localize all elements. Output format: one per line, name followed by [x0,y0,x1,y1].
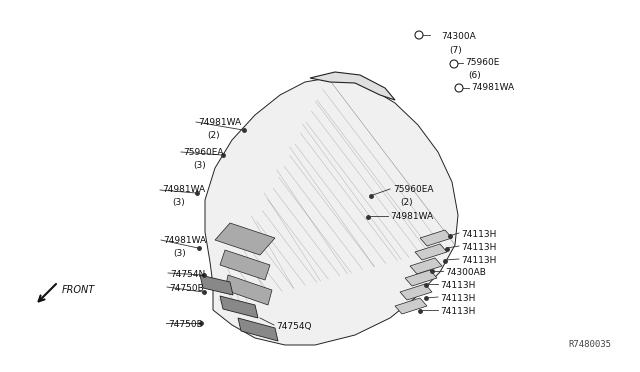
Text: R7480035: R7480035 [568,340,611,349]
Text: 74113H: 74113H [440,294,476,303]
Text: (2): (2) [400,198,413,207]
Text: (3): (3) [172,198,185,207]
Text: (2): (2) [207,131,220,140]
Polygon shape [238,318,278,341]
Text: 74300AB: 74300AB [445,268,486,277]
Polygon shape [215,223,275,255]
Polygon shape [220,250,270,280]
Text: 74754Q: 74754Q [276,322,312,331]
Polygon shape [400,284,432,300]
Text: 74750B: 74750B [168,320,203,329]
Polygon shape [395,298,427,314]
Circle shape [450,60,458,68]
Text: 74113H: 74113H [440,307,476,316]
Text: 74113H: 74113H [461,243,497,252]
Text: 74754N: 74754N [170,270,205,279]
Text: 75960EA: 75960EA [183,148,223,157]
Polygon shape [205,78,458,345]
Text: (3): (3) [173,249,186,258]
Text: 74981WA: 74981WA [471,83,514,92]
Polygon shape [405,270,437,286]
Polygon shape [410,258,442,274]
Polygon shape [415,244,447,260]
Polygon shape [420,230,452,246]
Text: 75960E: 75960E [465,58,499,67]
Text: FRONT: FRONT [62,285,95,295]
Text: (7): (7) [449,46,461,55]
Polygon shape [310,72,395,100]
Text: 74113H: 74113H [461,256,497,265]
Text: 75960EA: 75960EA [393,185,433,194]
Text: 74113H: 74113H [461,230,497,239]
Text: (6): (6) [468,71,481,80]
Polygon shape [220,296,258,318]
Text: 74300A: 74300A [441,32,476,41]
Text: 74750B: 74750B [169,284,204,293]
Text: (3): (3) [193,161,205,170]
Text: 74113H: 74113H [440,281,476,290]
Circle shape [415,31,423,39]
Text: 74981WA: 74981WA [162,185,205,194]
Circle shape [455,84,463,92]
Text: 74981WA: 74981WA [390,212,433,221]
Text: 74981WA: 74981WA [198,118,241,127]
Polygon shape [200,275,233,295]
Polygon shape [225,275,272,305]
Text: 74981WA: 74981WA [163,236,206,245]
